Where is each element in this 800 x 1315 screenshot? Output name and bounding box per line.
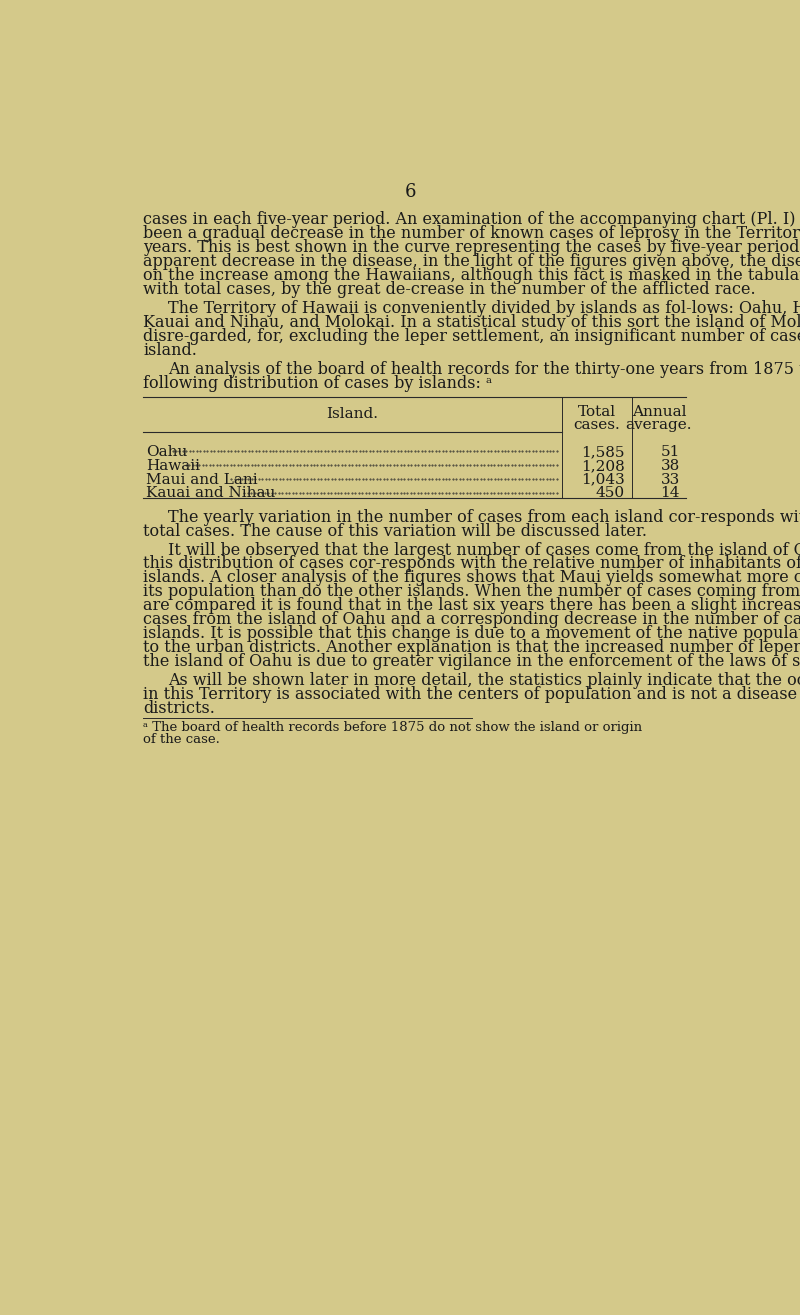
Text: islands. A closer analysis of the figures shows that Maui yields somewhat more c: islands. A closer analysis of the figure… (143, 569, 800, 586)
Text: 33: 33 (661, 473, 680, 487)
Text: Island.: Island. (326, 406, 378, 421)
Text: Hawaii: Hawaii (146, 459, 201, 473)
Text: been a gradual decrease in the number of known cases of leprosy in the Territory: been a gradual decrease in the number of… (143, 225, 800, 242)
Text: cases in each five-year period. An examination of the accompanying chart (Pl. I): cases in each five-year period. An exami… (143, 212, 800, 229)
Text: to the urban districts. Another explanation is that the increased number of lepe: to the urban districts. Another explanat… (143, 639, 800, 656)
Text: disre-garded, for, excluding the leper settlement, an insignificant number of ca: disre-garded, for, excluding the leper s… (143, 329, 800, 346)
Text: 6: 6 (404, 183, 416, 201)
Text: Total: Total (578, 405, 616, 419)
Text: Kauai and Nihau: Kauai and Nihau (146, 487, 276, 501)
Text: in this Territory is associated with the centers of population and is not a dise: in this Territory is associated with the… (143, 686, 800, 704)
Text: islands. It is possible that this change is due to a movement of the native popu: islands. It is possible that this change… (143, 626, 800, 643)
Text: its population than do the other islands. When the number of cases coming from e: its population than do the other islands… (143, 584, 800, 601)
Text: average.: average. (626, 418, 692, 431)
Text: districts.: districts. (143, 701, 215, 717)
Text: this distribution of cases cor-responds with the relative number of inhabitants : this distribution of cases cor-responds … (143, 555, 800, 572)
Text: apparent decrease in the disease, in the light of the figures given above, the d: apparent decrease in the disease, in the… (143, 254, 800, 271)
Text: Kauai and Nihau, and Molokai. In a statistical study of this sort the island of : Kauai and Nihau, and Molokai. In a stati… (143, 314, 800, 331)
Text: 1,585: 1,585 (581, 446, 625, 459)
Text: An analysis of the board of health records for the thirty-one years from 1875 to: An analysis of the board of health recor… (168, 362, 800, 379)
Text: are compared it is found that in the last six years there has been a slight incr: are compared it is found that in the las… (143, 597, 800, 614)
Text: 1,043: 1,043 (581, 473, 625, 487)
Text: years. This is best shown in the curve representing the cases by five-year perio: years. This is best shown in the curve r… (143, 239, 800, 256)
Text: Maui and Lani: Maui and Lani (146, 473, 258, 487)
Text: 1,208: 1,208 (581, 459, 625, 473)
Text: total cases. The cause of this variation will be discussed later.: total cases. The cause of this variation… (143, 522, 647, 539)
Text: The yearly variation in the number of cases from each island cor-responds with t: The yearly variation in the number of ca… (168, 509, 800, 526)
Text: ᵃ The board of health records before 1875 do not show the island or origin: ᵃ The board of health records before 187… (143, 722, 642, 734)
Text: 51: 51 (660, 446, 680, 459)
Text: with total cases, by the great de-crease in the number of the afflicted race.: with total cases, by the great de-crease… (143, 281, 756, 299)
Text: 14: 14 (660, 487, 680, 501)
Text: on the increase among the Hawaiians, although this fact is masked in the tabulat: on the increase among the Hawaiians, alt… (143, 267, 800, 284)
Text: 450: 450 (595, 487, 625, 501)
Text: Annual: Annual (632, 405, 686, 419)
Text: cases.: cases. (574, 418, 620, 431)
Text: of the case.: of the case. (143, 732, 220, 746)
Text: It will be observed that the largest number of cases come from the island of Oah: It will be observed that the largest num… (168, 542, 800, 559)
Text: 38: 38 (661, 459, 680, 473)
Text: following distribution of cases by islands: ᵃ: following distribution of cases by islan… (143, 375, 493, 392)
Text: Oahu: Oahu (146, 446, 188, 459)
Text: The Territory of Hawaii is conveniently divided by islands as fol-lows: Oahu, Ha: The Territory of Hawaii is conveniently … (168, 300, 800, 317)
Text: cases from the island of Oahu and a corresponding decrease in the number of case: cases from the island of Oahu and a corr… (143, 611, 800, 629)
Text: As will be shown later in more detail, the statistics plainly indicate that the : As will be shown later in more detail, t… (168, 672, 800, 689)
Text: the island of Oahu is due to greater vigilance in the enforcement of the laws of: the island of Oahu is due to greater vig… (143, 654, 800, 671)
Text: island.: island. (143, 342, 198, 359)
